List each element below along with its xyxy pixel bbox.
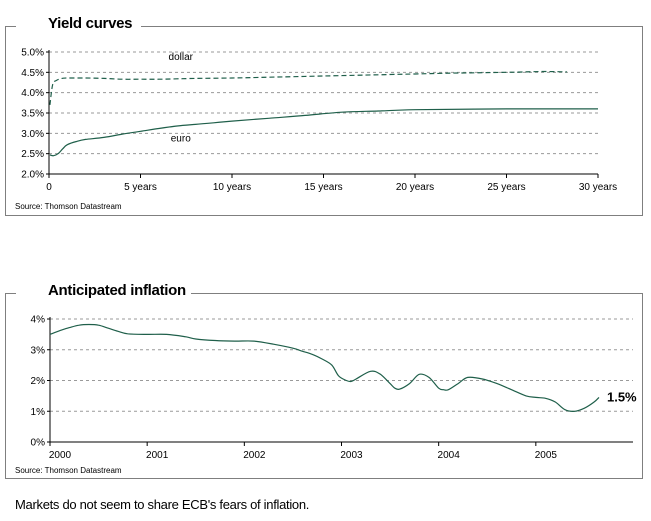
y-tick-label: 3.0%	[21, 129, 44, 140]
anticipated-inflation-panel: Anticipated inflation 0% 1% 2% 3% 4% 2000 2001…	[5, 282, 643, 479]
chart-source: Source: Thomson Datastream	[15, 466, 122, 475]
series-line-dollar	[49, 70, 567, 105]
chart-title: Anticipated inflation	[43, 282, 191, 299]
y-tick-label: 4.5%	[21, 68, 44, 79]
yield-curves-chart: 2.0% 2.5% 3.0% 3.5% 4.0% 4.5% 5.0% 0 5 years 10 y…	[21, 48, 617, 194]
x-tick-label: 5 years	[124, 182, 157, 193]
y-tick-label: 0%	[31, 438, 46, 449]
y-tick-label: 2.5%	[21, 149, 44, 160]
x-tick-label: 10 years	[213, 182, 251, 193]
y-tick-label: 5.0%	[21, 48, 44, 59]
series-label: euro	[171, 133, 191, 144]
x-tick-label: 2002	[243, 450, 266, 461]
chart-source: Source: Thomson Datastream	[15, 202, 122, 211]
y-tick-label: 2.0%	[21, 170, 44, 181]
x-tick-label: 0	[46, 182, 52, 193]
series-line-euro	[49, 108, 599, 157]
x-tick-label: 2001	[146, 450, 169, 461]
end-value-label: 1.5%	[607, 389, 637, 404]
x-tick-label: 2004	[438, 450, 461, 461]
y-tick-label: 1%	[31, 407, 46, 418]
x-tick-label: 2005	[535, 450, 558, 461]
y-tick-label: 4.0%	[21, 88, 44, 99]
x-tick-label: 15 years	[304, 182, 342, 193]
x-tick-label: 2000	[49, 450, 72, 461]
x-tick-label: 20 years	[396, 182, 434, 193]
y-tick-label: 4%	[31, 315, 46, 326]
y-tick-label: 2%	[31, 376, 46, 387]
x-tick-label: 2003	[340, 450, 363, 461]
panel-frame	[5, 26, 643, 216]
series-label: dollar	[169, 52, 194, 63]
x-tick-label: 30 years	[579, 182, 617, 193]
caption: Markets do not seem to share ECB's fears…	[15, 497, 310, 512]
chart-title: Yield curves	[43, 15, 138, 32]
panel-frame	[5, 293, 643, 479]
yield-curves-panel: Yield curves 2.0% 2.5% 3.0% 3.5% 4.0% 4.5% 5.0…	[5, 15, 643, 216]
x-tick-label: 25 years	[487, 182, 525, 193]
y-tick-label: 3%	[31, 345, 46, 356]
anticipated-inflation-chart: 0% 1% 2% 3% 4% 2000 2001 2002 2003 2004 2005 1.5%	[31, 315, 638, 462]
series-line-main	[49, 323, 600, 412]
y-tick-label: 3.5%	[21, 109, 44, 120]
